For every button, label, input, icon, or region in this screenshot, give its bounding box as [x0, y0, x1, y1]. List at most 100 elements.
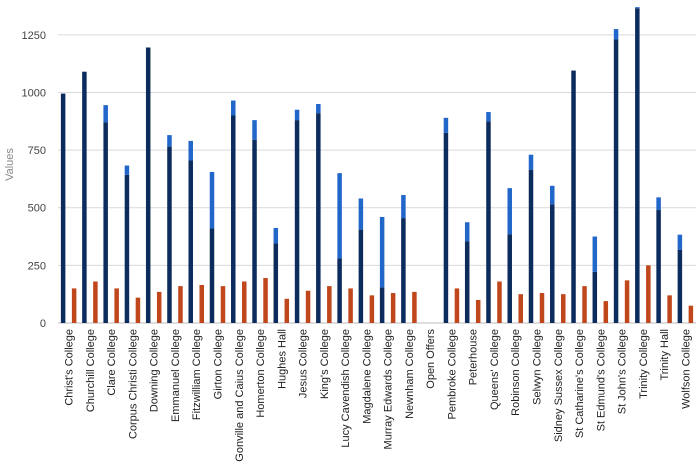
bar-segment-2	[528, 154, 534, 170]
bar-segment-1	[379, 287, 385, 323]
bar-series-3	[497, 281, 502, 323]
bar-segment-2	[316, 103, 321, 114]
bar-segment-1	[592, 271, 598, 323]
bar-segment-1	[60, 93, 66, 323]
bar-series-3	[624, 280, 630, 323]
bar-segment-1	[124, 174, 130, 323]
bar-segment-2	[613, 29, 619, 40]
bar-segment-2	[337, 173, 342, 259]
x-tick-label: Robinson College	[510, 329, 522, 416]
bar-segment-1	[443, 132, 449, 323]
y-tick-label: 500	[28, 203, 46, 215]
bar-segment-2	[124, 165, 130, 175]
x-tick-label: Queens' College	[489, 329, 501, 410]
x-tick-label: Downing College	[149, 329, 161, 412]
bar-segment-1	[550, 204, 555, 323]
bar-segment-2	[486, 112, 491, 122]
bar-series-3	[390, 293, 396, 323]
bar-series-3	[688, 305, 694, 323]
bar-segment-2	[209, 171, 215, 229]
x-tick-label: Open Offers	[425, 329, 437, 389]
x-tick-label: St Catharine's College	[574, 329, 586, 438]
x-tick-label: Trinity Hall	[659, 329, 671, 381]
bar-series-3	[178, 286, 183, 323]
x-tick-label: Murray Edwards College	[383, 329, 395, 449]
x-tick-label: Newnham College	[404, 329, 416, 419]
bar-segment-2	[592, 236, 598, 272]
x-tick-label: Churchill College	[85, 329, 97, 412]
bar-segment-2	[507, 188, 512, 235]
bar-segment-2	[167, 135, 172, 147]
bar-series-3	[603, 301, 609, 323]
x-tick-label: Jesus College	[298, 329, 310, 398]
bar-segment-1	[145, 47, 151, 324]
bar-segment-2	[464, 222, 470, 242]
x-tick-label: Sidney Sussex College	[553, 329, 565, 442]
bar-series-3	[327, 286, 332, 323]
bar-segment-2	[401, 195, 406, 219]
bar-segment-1	[316, 113, 321, 323]
bar-segment-2	[677, 234, 683, 250]
bar-series-3	[412, 291, 417, 323]
bar-segment-1	[188, 160, 193, 323]
bar-segment-2	[379, 216, 385, 288]
bar-segment-1	[82, 71, 87, 324]
bar-series-3	[71, 288, 77, 323]
x-tick-label: St Edmund's College	[595, 329, 607, 431]
bar-series-3	[114, 288, 119, 323]
bar-segment-1	[209, 228, 215, 323]
bar-series-3	[348, 288, 353, 323]
bar-segment-1	[167, 146, 172, 323]
bar-series-3	[518, 294, 523, 323]
bar-segment-1	[252, 139, 257, 323]
x-tick-label: Trinity College	[638, 329, 650, 399]
bar-segment-1	[486, 121, 491, 323]
bar-segment-1	[231, 115, 236, 323]
bar-series-3	[263, 278, 268, 323]
bar-segment-1	[103, 122, 108, 324]
bar-segment-2	[231, 100, 236, 116]
x-tick-label: Homerton College	[255, 329, 267, 418]
x-tick-label: Peterhouse	[468, 329, 480, 385]
bar-series-3	[135, 297, 141, 323]
bar-segment-1	[337, 258, 342, 323]
x-axis-labels: Christ's College Churchill College Clare C…	[64, 329, 693, 462]
bar-segment-2	[188, 140, 193, 161]
x-tick-label: Magdalene College	[361, 329, 373, 424]
y-tick-label: 1250	[22, 30, 46, 42]
x-tick-label: Hughes Hall	[276, 329, 288, 389]
bars	[60, 7, 694, 324]
x-tick-label: Pembroke College	[446, 329, 458, 420]
x-tick-label: St John's College	[617, 329, 629, 414]
y-axis-ticks: 0 250 500 750 1000 1250	[22, 30, 46, 330]
bar-series-3	[561, 294, 566, 323]
x-tick-label: Clare College	[106, 329, 118, 396]
y-axis-title: Values	[4, 148, 16, 181]
y-tick-label: 1000	[22, 87, 46, 99]
y-tick-label: 750	[28, 145, 46, 157]
gridlines	[58, 34, 696, 324]
bar-segment-2	[635, 7, 640, 9]
y-tick-label: 0	[40, 318, 46, 330]
bar-segment-2	[273, 228, 279, 244]
bar-series-3	[93, 281, 98, 323]
bar-segment-2	[103, 105, 108, 123]
bar-segment-1	[294, 120, 300, 324]
x-tick-label: Lucy Cavendish College	[340, 329, 352, 448]
x-tick-label: Gonville and Caius College	[234, 329, 246, 462]
bar-segment-1	[358, 229, 364, 323]
bar-series-3	[454, 288, 460, 323]
bar-segment-1	[635, 8, 640, 324]
bar-series-3	[667, 295, 672, 323]
bar-series-3	[284, 298, 290, 323]
x-tick-label: Girton College	[213, 329, 225, 399]
bar-series-3	[475, 299, 481, 323]
bar-series-3	[539, 293, 545, 323]
bar-segment-1	[273, 243, 279, 323]
y-tick-label: 250	[28, 260, 46, 272]
bar-series-3	[156, 291, 162, 323]
x-tick-label: King's College	[319, 329, 331, 399]
bar-segment-1	[507, 234, 512, 323]
